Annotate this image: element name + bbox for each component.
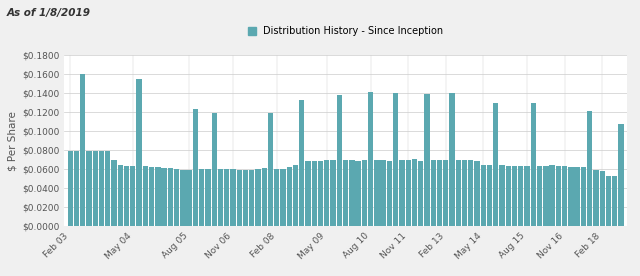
Bar	[299, 100, 305, 226]
Bar	[612, 176, 618, 226]
Bar	[362, 160, 367, 226]
Bar	[143, 166, 148, 226]
Bar	[437, 160, 442, 226]
Bar	[80, 74, 85, 226]
Bar	[237, 170, 242, 226]
Bar	[449, 93, 454, 226]
Bar	[93, 151, 98, 226]
Bar	[518, 166, 524, 226]
Bar	[587, 111, 592, 226]
Bar	[205, 169, 211, 226]
Bar	[230, 169, 236, 226]
Bar	[349, 160, 355, 226]
Y-axis label: $ Per Share: $ Per Share	[8, 111, 17, 171]
Bar	[199, 169, 204, 226]
Bar	[130, 166, 136, 226]
Bar	[600, 171, 605, 226]
Bar	[243, 170, 248, 226]
Bar	[268, 113, 273, 226]
Bar	[124, 166, 129, 226]
Bar	[474, 161, 479, 226]
Bar	[168, 168, 173, 226]
Bar	[324, 160, 330, 226]
Bar	[418, 161, 423, 226]
Bar	[393, 93, 398, 226]
Bar	[606, 176, 611, 226]
Bar	[487, 166, 492, 226]
Bar	[337, 95, 342, 226]
Bar	[249, 170, 254, 226]
Bar	[86, 151, 92, 226]
Bar	[387, 161, 392, 226]
Legend: Distribution History - Since Inception: Distribution History - Since Inception	[244, 22, 447, 40]
Bar	[593, 170, 598, 226]
Bar	[180, 170, 186, 226]
Bar	[255, 169, 260, 226]
Bar	[374, 160, 380, 226]
Bar	[499, 166, 505, 226]
Bar	[568, 167, 573, 226]
Bar	[218, 169, 223, 226]
Bar	[562, 166, 567, 226]
Bar	[105, 151, 111, 226]
Bar	[424, 94, 429, 226]
Bar	[68, 151, 73, 226]
Bar	[343, 160, 348, 226]
Bar	[318, 161, 323, 226]
Text: As of 1/8/2019: As of 1/8/2019	[6, 8, 90, 18]
Bar	[287, 167, 292, 226]
Bar	[193, 109, 198, 226]
Bar	[406, 160, 411, 226]
Bar	[174, 169, 179, 226]
Bar	[462, 160, 467, 226]
Bar	[412, 159, 417, 226]
Bar	[580, 167, 586, 226]
Bar	[312, 161, 317, 226]
Bar	[481, 164, 486, 226]
Bar	[330, 160, 336, 226]
Bar	[212, 113, 217, 226]
Bar	[305, 161, 310, 226]
Bar	[368, 92, 373, 226]
Bar	[443, 160, 449, 226]
Bar	[550, 166, 555, 226]
Bar	[186, 170, 192, 226]
Bar	[355, 161, 361, 226]
Bar	[431, 160, 436, 226]
Bar	[531, 103, 536, 226]
Bar	[556, 166, 561, 226]
Bar	[493, 103, 499, 226]
Bar	[618, 124, 623, 226]
Bar	[506, 166, 511, 226]
Bar	[280, 169, 285, 226]
Bar	[262, 168, 267, 226]
Bar	[74, 151, 79, 226]
Bar	[399, 160, 404, 226]
Bar	[512, 166, 517, 226]
Bar	[468, 160, 474, 226]
Bar	[224, 169, 229, 226]
Bar	[575, 167, 580, 226]
Bar	[274, 169, 280, 226]
Bar	[293, 166, 298, 226]
Bar	[537, 166, 542, 226]
Bar	[161, 168, 167, 226]
Bar	[118, 164, 123, 226]
Bar	[381, 160, 386, 226]
Bar	[99, 151, 104, 226]
Bar	[136, 79, 141, 226]
Bar	[149, 167, 154, 226]
Bar	[543, 166, 548, 226]
Bar	[524, 166, 530, 226]
Bar	[456, 160, 461, 226]
Bar	[156, 167, 161, 226]
Bar	[111, 160, 116, 226]
